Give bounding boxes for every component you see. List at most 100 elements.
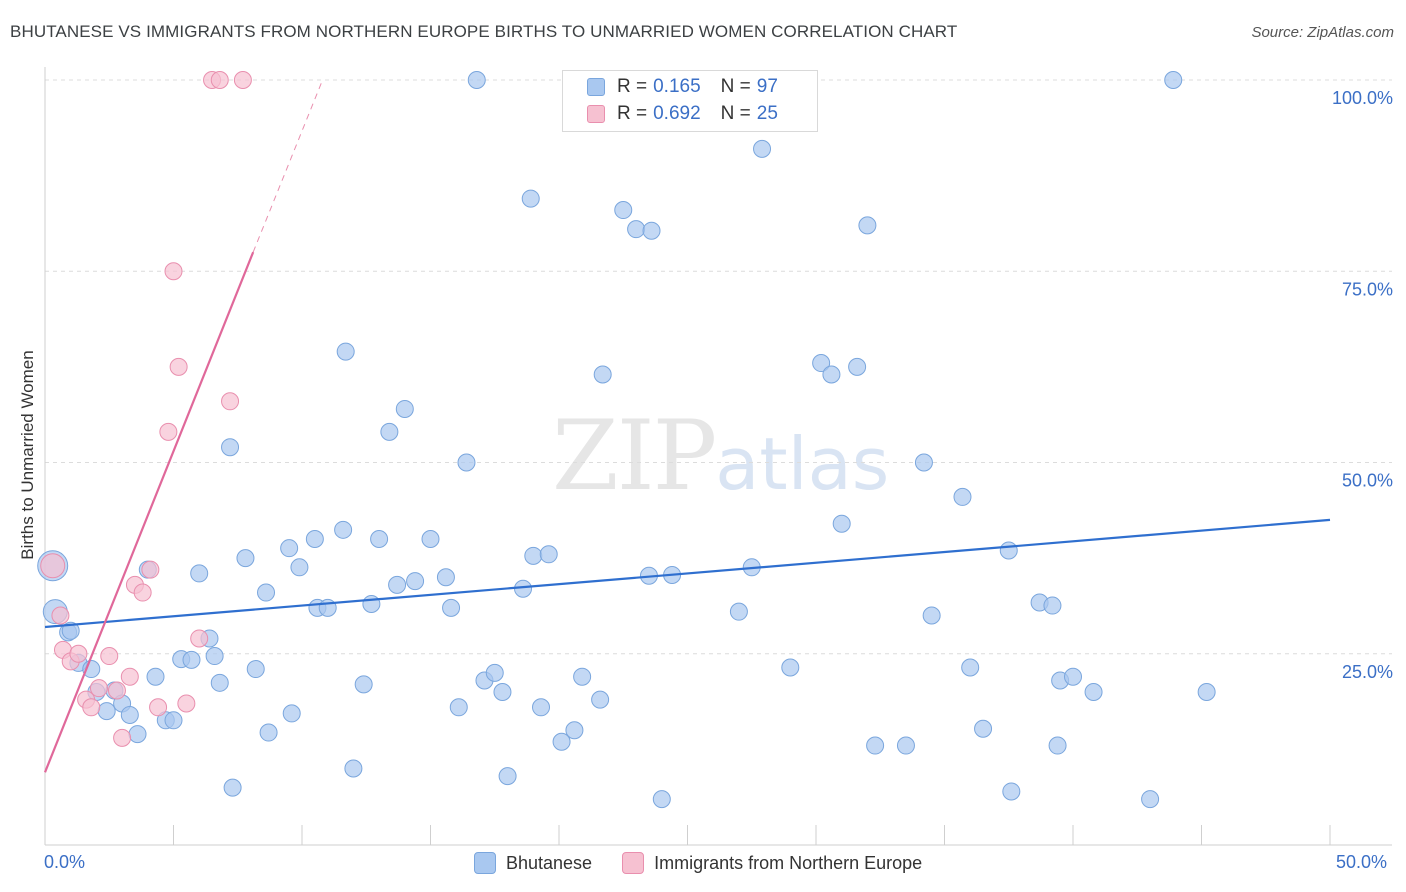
bhutanese-point xyxy=(642,221,661,240)
correlation-legend: R = 0.165 N = 97 R = 0.692 N = 25 xyxy=(562,70,818,132)
bhutanese-point xyxy=(442,598,461,617)
bhutanese-point xyxy=(832,514,851,533)
y-tick-label: 75.0% xyxy=(1342,279,1393,299)
bhutanese-point xyxy=(521,189,540,208)
immigrants-point xyxy=(51,606,70,625)
bhutanese-point xyxy=(354,675,373,694)
bhutanese-trend-line xyxy=(44,518,1331,629)
immigrants-point xyxy=(233,71,252,89)
immigrants-point xyxy=(164,262,183,281)
bhutanese-point xyxy=(334,520,353,539)
bhutanese-point xyxy=(190,564,209,583)
bhutanese-point xyxy=(614,201,633,220)
bhutanese-point xyxy=(120,705,139,724)
immigrants-point xyxy=(210,71,229,89)
immigrants-point xyxy=(89,679,108,698)
bhutanese-point xyxy=(914,453,933,472)
bhutanese-point xyxy=(848,357,867,376)
bhutanese-point xyxy=(896,736,915,755)
bhutanese-point xyxy=(164,711,183,730)
legend-label-bhutanese: Bhutanese xyxy=(506,852,593,873)
bhutanese-point xyxy=(362,595,381,614)
immigrants-point xyxy=(82,698,101,717)
bhutanese-point xyxy=(259,723,278,742)
bhutanese-point xyxy=(593,365,612,384)
bhutanese-point xyxy=(290,558,309,577)
bhutanese-point xyxy=(97,702,116,721)
immigrants-point xyxy=(107,681,126,700)
immigrants-point xyxy=(133,583,152,602)
legend-swatch-blue xyxy=(474,852,496,874)
legend-row-immigrants: R = 0.692 N = 25 xyxy=(587,102,778,126)
bhutanese-point xyxy=(565,721,584,740)
bhutanese-point xyxy=(146,667,165,686)
immigrants-trend-line xyxy=(43,251,255,773)
bhutanese-point xyxy=(822,365,841,384)
legend-r-value: 0.165 xyxy=(653,76,701,97)
bhutanese-point xyxy=(282,704,301,723)
bhutanese-point xyxy=(210,673,229,692)
bhutanese-point xyxy=(205,647,224,666)
chart-title: BHUTANESE VS IMMIGRANTS FROM NORTHERN EU… xyxy=(10,22,958,41)
bhutanese-point xyxy=(236,549,255,568)
bhutanese-point xyxy=(336,342,355,361)
bhutanese-point xyxy=(457,453,476,472)
bhutanese-point xyxy=(485,663,504,682)
bhutanese-point xyxy=(1141,790,1160,809)
immigrants-point xyxy=(100,647,119,666)
bhutanese-point xyxy=(305,530,324,548)
legend-r-label: R = xyxy=(617,103,648,124)
legend-r-label: R = xyxy=(617,76,648,97)
bhutanese-point xyxy=(449,698,468,717)
legend-swatch-pink xyxy=(622,852,645,874)
watermark: ZIPatlas xyxy=(552,400,889,512)
bhutanese-point xyxy=(395,399,414,418)
bhutanese-point xyxy=(974,719,993,738)
legend-label-immigrants: Immigrants from Northern Europe xyxy=(654,852,923,873)
bhutanese-point xyxy=(1084,683,1103,701)
legend-row-bhutanese: R = 0.165 N = 97 xyxy=(587,75,778,99)
bhutanese-point xyxy=(246,660,265,679)
bhutanese-point xyxy=(627,220,646,239)
x-tick-min: 0.0% xyxy=(44,852,86,872)
immigrants-point xyxy=(141,560,160,579)
bhutanese-point xyxy=(61,621,80,640)
immigrants-point xyxy=(221,392,240,411)
immigrants-point xyxy=(40,553,66,579)
bhutanese-point xyxy=(652,790,671,809)
bhutanese-point xyxy=(223,778,242,797)
legend-n-value: 97 xyxy=(756,76,778,97)
bhutanese-point xyxy=(729,602,748,621)
immigrants-point xyxy=(159,422,178,441)
bhutanese-point xyxy=(182,650,201,669)
immigrants-point xyxy=(190,629,209,648)
bhutanese-point xyxy=(221,438,240,457)
bhutanese-point xyxy=(380,422,399,441)
bhutanese-point xyxy=(781,658,800,677)
bhutanese-point xyxy=(406,572,425,591)
bhutanese-point xyxy=(370,530,389,548)
bhutanese-point xyxy=(591,690,610,709)
bhutanese-point xyxy=(922,606,941,625)
legend-item-immigrants[interactable]: Immigrants from Northern Europe xyxy=(622,852,922,874)
legend-item-bhutanese[interactable]: Bhutanese xyxy=(474,852,592,874)
watermark-zip: ZIP xyxy=(552,400,717,512)
bhutanese-point xyxy=(498,767,517,786)
legend-r-value: 0.692 xyxy=(653,103,701,124)
bhutanese-point xyxy=(858,216,877,235)
bhutanese-point xyxy=(999,541,1018,560)
bhutanese-point xyxy=(1064,667,1082,686)
bhutanese-point xyxy=(1048,736,1067,755)
legend-n-label: N = xyxy=(720,76,751,97)
bhutanese-point xyxy=(1043,596,1062,615)
bhutanese-point xyxy=(1164,71,1183,89)
bhutanese-point xyxy=(493,683,512,701)
source-label: Source: ZipAtlas.com xyxy=(1251,24,1394,41)
bhutanese-point xyxy=(961,658,980,677)
watermark-atlas: atlas xyxy=(715,422,890,506)
legend-swatch-blue xyxy=(587,78,605,96)
bhutanese-point xyxy=(866,736,885,755)
immigrants-point xyxy=(69,644,88,663)
bhutanese-point xyxy=(128,725,147,744)
